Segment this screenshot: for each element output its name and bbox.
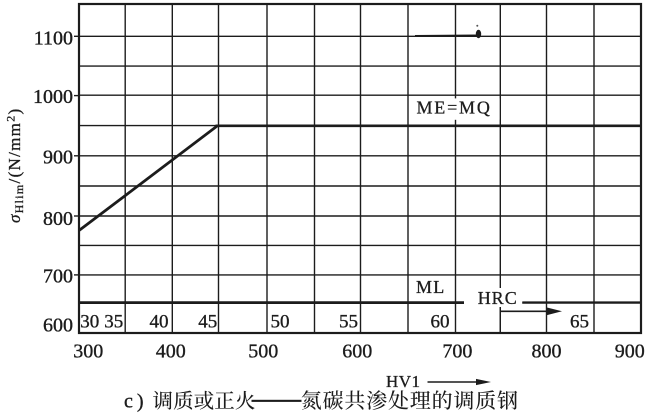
svg-text:50: 50	[271, 312, 290, 333]
svg-text:35: 35	[104, 312, 123, 333]
svg-text:900: 900	[43, 147, 73, 169]
svg-text:60: 60	[431, 312, 450, 333]
svg-text:1100: 1100	[34, 28, 73, 50]
svg-text:55: 55	[339, 312, 358, 333]
svg-text:ML: ML	[416, 277, 445, 297]
svg-text:1000: 1000	[33, 86, 73, 108]
svg-text:700: 700	[43, 266, 73, 288]
svg-text:300: 300	[73, 341, 103, 363]
svg-text:800: 800	[43, 208, 73, 230]
svg-text:HV1: HV1	[386, 372, 421, 391]
svg-text:900: 900	[615, 341, 645, 363]
svg-text:40: 40	[150, 312, 169, 333]
svg-text:600: 600	[43, 315, 73, 337]
svg-text:400: 400	[156, 341, 186, 363]
svg-text:30: 30	[80, 312, 99, 333]
svg-text:800: 800	[532, 341, 562, 363]
svg-text:45: 45	[198, 312, 217, 333]
svg-text:65: 65	[570, 312, 589, 333]
svg-text:HRC: HRC	[478, 288, 518, 308]
svg-text:600: 600	[342, 341, 372, 363]
svg-text:700: 700	[442, 341, 472, 363]
svg-text:500: 500	[248, 341, 278, 363]
svg-text:c): c)	[124, 391, 148, 413]
svg-text:ME=MQ: ME=MQ	[417, 98, 492, 118]
